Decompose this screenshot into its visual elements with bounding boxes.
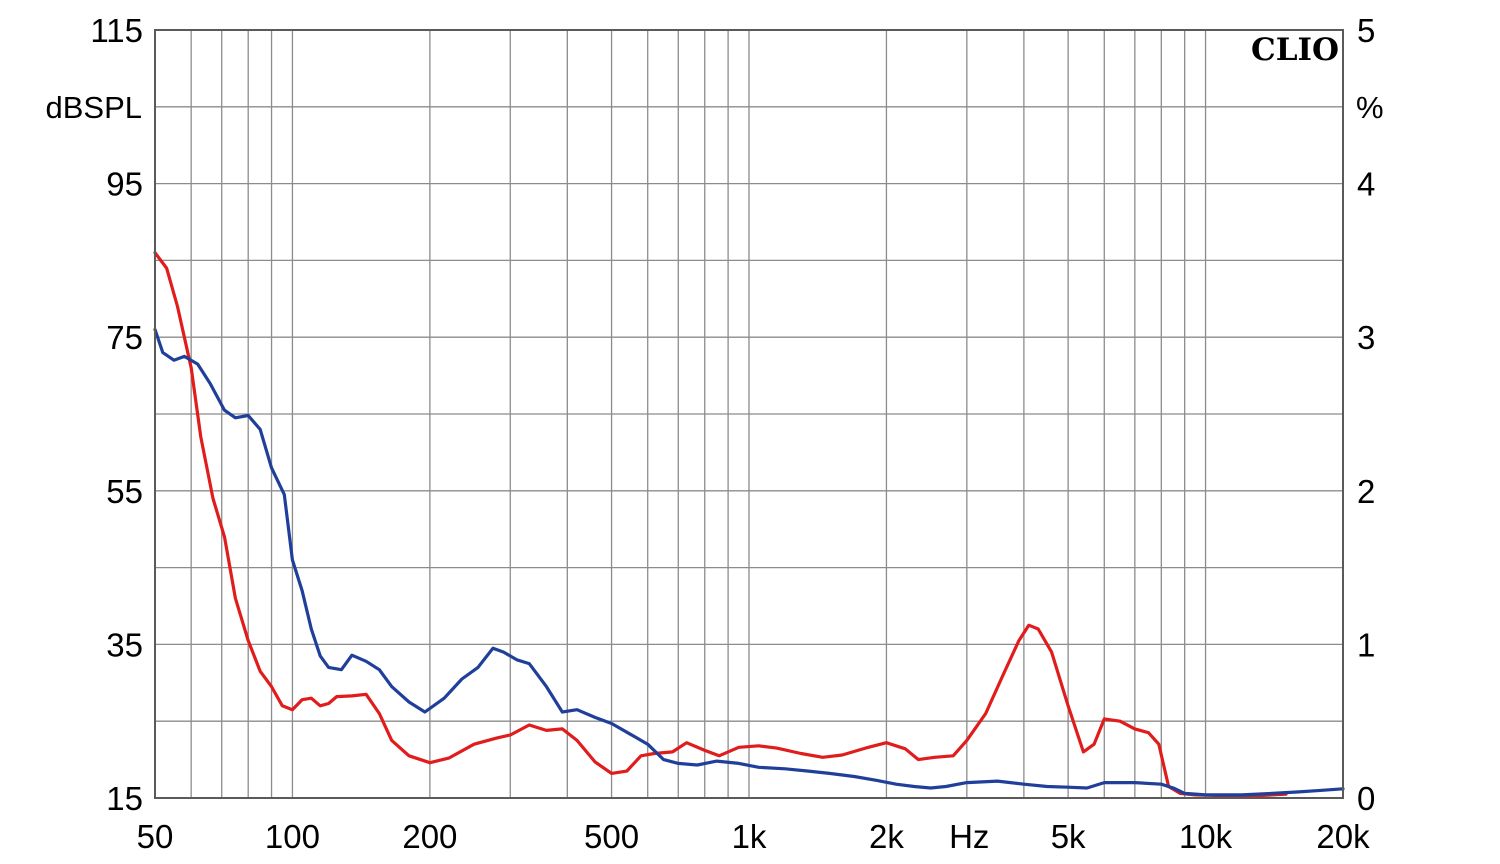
y-right-tick-label: 2 bbox=[1357, 473, 1375, 510]
y-right-tick-label: 4 bbox=[1357, 166, 1375, 203]
y-right-tick-label: 0 bbox=[1357, 780, 1375, 817]
y-right-tick-label: 3 bbox=[1357, 319, 1375, 356]
y-left-tick-label: 75 bbox=[106, 319, 143, 356]
y-left-tick-label: 115 bbox=[90, 12, 143, 49]
y-left-unit-label: dBSPL bbox=[45, 90, 142, 125]
series-line-red bbox=[153, 251, 1288, 798]
x-tick-label: 10k bbox=[1179, 818, 1233, 855]
x-unit-label: Hz bbox=[949, 818, 989, 855]
x-tick-label: 1k bbox=[732, 818, 767, 855]
y-left-tick-label: 35 bbox=[106, 626, 143, 663]
x-tick-label: 100 bbox=[265, 818, 320, 855]
y-right-tick-label: 5 bbox=[1357, 12, 1375, 49]
y-left-tick-label: 95 bbox=[106, 166, 143, 203]
y-left-tick-label: 15 bbox=[106, 780, 143, 817]
x-tick-label: 20k bbox=[1316, 818, 1370, 855]
x-tick-label: 2k bbox=[869, 818, 904, 855]
clio-brand-label: CLIO bbox=[1251, 32, 1339, 68]
x-tick-label: 50 bbox=[137, 818, 174, 855]
x-tick-label: 5k bbox=[1051, 818, 1086, 855]
y-right-unit-label: % bbox=[1356, 90, 1384, 125]
y-right-tick-label: 1 bbox=[1357, 626, 1375, 663]
x-tick-label: 500 bbox=[584, 818, 639, 855]
series-line-blue bbox=[153, 327, 1345, 797]
plot-frame bbox=[154, 29, 1344, 799]
y-left-tick-label: 55 bbox=[106, 473, 143, 510]
axis-labels: 50 100 200 500 1k 2k 5k 10k 20kHz153555759511501… bbox=[90, 12, 1375, 855]
x-tick-label: 200 bbox=[402, 818, 457, 855]
grid-lines bbox=[154, 29, 1344, 799]
series-layer bbox=[153, 251, 1345, 798]
